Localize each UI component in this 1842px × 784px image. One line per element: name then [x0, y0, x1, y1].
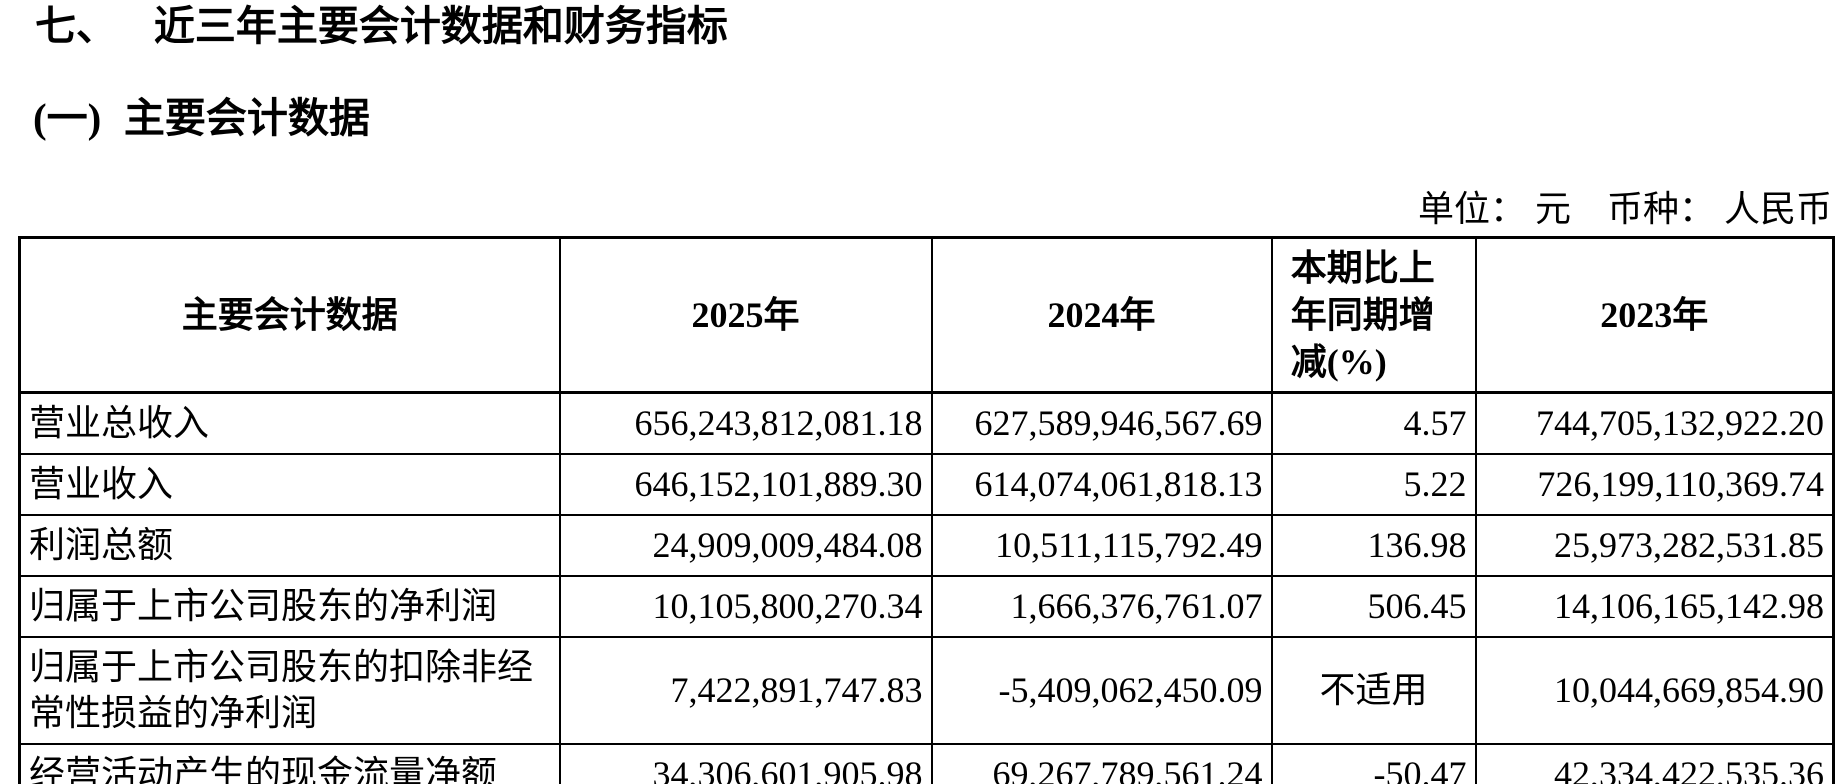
subsection-title: 主要会计数据 — [123, 95, 370, 141]
change-value: 不适用 — [1270, 635, 1477, 746]
value-2023: 744,705,132,922.20 — [1474, 391, 1835, 456]
value-2023: 10,044,669,854.90 — [1474, 635, 1835, 746]
row-label: 利润总额 — [18, 513, 561, 577]
col-header-change: 本期比上年同期增减(%) — [1270, 236, 1477, 395]
col-header-2023: 2023年 — [1474, 236, 1835, 395]
row-label: 营业收入 — [18, 453, 561, 516]
value-2023: 726,199,110,369.74 — [1474, 453, 1835, 516]
section-number: 七、 — [35, 3, 117, 49]
value-2025: 646,152,101,889.30 — [558, 453, 933, 516]
value-2023: 14,106,165,142.98 — [1474, 574, 1835, 638]
row-label: 经营活动产生的现金流量净额 — [18, 743, 561, 784]
change-value: 136.98 — [1270, 513, 1477, 577]
value-2025: 34,306,601,905.98 — [558, 743, 933, 784]
row-label: 营业总收入 — [18, 391, 561, 456]
unit-currency-note: 单位： 元 币种： 人民币 — [1417, 189, 1832, 229]
section-title: 近三年主要会计数据和财务指标 — [153, 3, 728, 49]
table-header-row: 主要会计数据 2025年 2024年 本期比上年同期增减(%) 2023年 — [18, 236, 1835, 395]
value-2024: 69,267,789,561.24 — [930, 743, 1273, 784]
row-label: 归属于上市公司股东的净利润 — [18, 574, 561, 638]
table-row: 营业收入 646,152,101,889.30 614,074,061,818.… — [18, 453, 1835, 516]
change-value: 5.22 — [1270, 453, 1477, 516]
table-row: 经营活动产生的现金流量净额 34,306,601,905.98 69,267,7… — [18, 743, 1835, 784]
subsection-heading: (一) 主要会计数据 — [33, 95, 370, 141]
subsection-number: (一) — [33, 95, 102, 141]
col-header-2025: 2025年 — [558, 236, 933, 395]
table-row: 利润总额 24,909,009,484.08 10,511,115,792.49… — [18, 513, 1835, 577]
value-2024: 1,666,376,761.07 — [930, 574, 1273, 638]
table-row: 归属于上市公司股东的净利润 10,105,800,270.34 1,666,37… — [18, 574, 1835, 638]
col-header-2024: 2024年 — [930, 236, 1273, 395]
value-2025: 656,243,812,081.18 — [558, 391, 933, 456]
change-value: 4.57 — [1270, 391, 1477, 456]
value-2024: 614,074,061,818.13 — [930, 453, 1273, 516]
value-2025: 24,909,009,484.08 — [558, 513, 933, 577]
accounting-data-table: 主要会计数据 2025年 2024年 本期比上年同期增减(%) 2023年 营业… — [18, 236, 1835, 784]
table-row: 归属于上市公司股东的扣除非经常性损益的净利润 7,422,891,747.83 … — [18, 635, 1835, 746]
col-header-metric: 主要会计数据 — [18, 236, 561, 395]
value-2024: 627,589,946,567.69 — [930, 391, 1273, 456]
table-row: 营业总收入 656,243,812,081.18 627,589,946,567… — [18, 391, 1835, 456]
value-2025: 7,422,891,747.83 — [558, 635, 933, 746]
value-2024: 10,511,115,792.49 — [930, 513, 1273, 577]
value-2025: 10,105,800,270.34 — [558, 574, 933, 638]
change-value: -50.47 — [1270, 743, 1477, 784]
value-2023: 42,334,422,535.36 — [1474, 743, 1835, 784]
section-heading: 七、 近三年主要会计数据和财务指标 — [35, 3, 728, 49]
value-2024: -5,409,062,450.09 — [930, 635, 1273, 746]
row-label: 归属于上市公司股东的扣除非经常性损益的净利润 — [18, 635, 561, 746]
change-value: 506.45 — [1270, 574, 1477, 638]
value-2023: 25,973,282,531.85 — [1474, 513, 1835, 577]
